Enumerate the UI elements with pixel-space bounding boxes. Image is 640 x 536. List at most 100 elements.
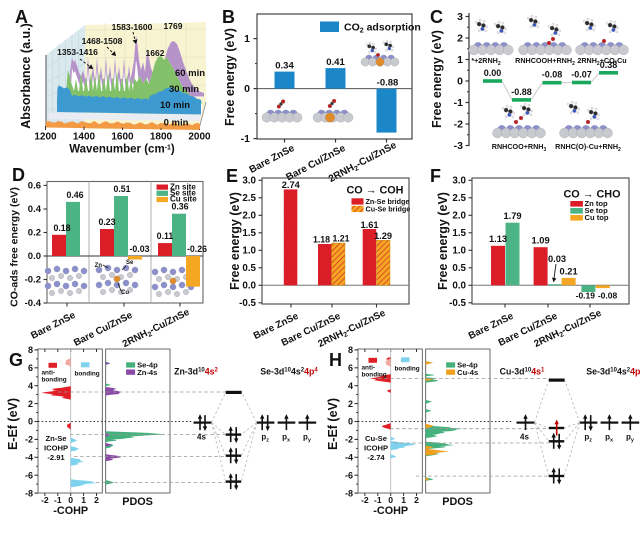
svg-text:Cu-4s: Cu-4s — [457, 368, 478, 377]
svg-text:ICOHP: ICOHP — [44, 444, 68, 453]
svg-text:G: G — [9, 350, 23, 370]
svg-text:2.5: 2.5 — [452, 193, 466, 204]
svg-text:0.00: 0.00 — [484, 68, 502, 78]
svg-text:-0.5: -0.5 — [239, 298, 256, 309]
svg-text:0.21: 0.21 — [560, 266, 578, 276]
svg-text:-0.08: -0.08 — [598, 291, 618, 301]
svg-text:-6: -6 — [345, 470, 353, 480]
svg-text:1.29: 1.29 — [374, 231, 392, 241]
svg-text:bonding: bonding — [42, 377, 67, 384]
svg-text:-0.88: -0.88 — [511, 87, 532, 97]
svg-text:Wavenumber (cm-1): Wavenumber (cm-1) — [69, 144, 175, 156]
svg-text:6: 6 — [28, 363, 33, 373]
svg-text:8: 8 — [348, 345, 353, 355]
svg-text:bonding: bonding — [75, 371, 100, 378]
svg-text:-1: -1 — [241, 133, 250, 145]
svg-text:2: 2 — [348, 399, 353, 409]
svg-text:2.5: 2.5 — [242, 193, 256, 204]
svg-text:-2.74: -2.74 — [367, 453, 385, 462]
svg-text:3.0: 3.0 — [452, 176, 466, 187]
svg-text:1583-1600: 1583-1600 — [112, 22, 153, 32]
svg-text:0.03: 0.03 — [548, 254, 566, 264]
svg-text:0.34: 0.34 — [275, 61, 294, 72]
svg-text:RNHCOOH+RNH2: RNHCOOH+RNH2 — [515, 56, 575, 67]
svg-text:3.0: 3.0 — [242, 176, 256, 187]
svg-text:-3: -3 — [454, 140, 463, 152]
svg-text:4: 4 — [348, 381, 353, 391]
svg-text:-4: -4 — [25, 453, 33, 463]
svg-text:-0.2: -0.2 — [25, 275, 41, 286]
svg-text:Cu-Se bridge: Cu-Se bridge — [366, 205, 411, 214]
svg-text:CO → COH: CO → COH — [347, 185, 404, 197]
svg-text:1353-1416: 1353-1416 — [57, 47, 98, 57]
svg-text:0.0: 0.0 — [242, 281, 256, 292]
svg-text:4s: 4s — [197, 433, 206, 442]
svg-text:CO2 adsorption: CO2 adsorption — [344, 22, 421, 35]
svg-text:10 min: 10 min — [160, 100, 190, 111]
svg-text:1600: 1600 — [111, 132, 134, 143]
svg-text:2.74: 2.74 — [282, 180, 301, 190]
svg-text:1.79: 1.79 — [503, 211, 521, 221]
svg-text:-0.19: -0.19 — [576, 291, 596, 301]
svg-text:1.13: 1.13 — [489, 234, 507, 244]
svg-text:Zn-3d104s2: Zn-3d104s2 — [174, 367, 218, 377]
svg-text:-0.07: -0.07 — [571, 70, 592, 80]
svg-text:-2: -2 — [361, 495, 369, 505]
svg-text:1.09: 1.09 — [532, 236, 550, 246]
svg-text:1800: 1800 — [150, 132, 173, 143]
svg-text:-6: -6 — [25, 470, 33, 480]
svg-text:-0.03: -0.03 — [129, 244, 149, 254]
svg-text:2: 2 — [94, 495, 99, 505]
svg-text:1400: 1400 — [73, 132, 96, 143]
svg-text:Zn: Zn — [95, 263, 103, 269]
svg-text:1468-1508: 1468-1508 — [82, 36, 123, 46]
svg-text:Free energy (eV): Free energy (eV) — [436, 192, 450, 290]
svg-text:0: 0 — [388, 495, 393, 505]
svg-text:0.46: 0.46 — [66, 190, 83, 200]
svg-text:-1: -1 — [374, 495, 382, 505]
svg-text:8: 8 — [28, 345, 33, 355]
svg-text:0: 0 — [68, 495, 73, 505]
svg-text:0: 0 — [457, 76, 463, 88]
svg-text:2: 2 — [457, 33, 463, 45]
svg-text:anti-: anti- — [362, 365, 376, 372]
svg-text:RNHCOO+RNH3: RNHCOO+RNH3 — [492, 142, 547, 153]
svg-text:4: 4 — [28, 381, 33, 391]
svg-text:0.2: 0.2 — [28, 228, 41, 239]
svg-text:-2.91: -2.91 — [47, 453, 65, 462]
svg-text:E: E — [226, 166, 238, 186]
svg-text:0: 0 — [28, 417, 33, 427]
svg-text:1.21: 1.21 — [332, 234, 349, 244]
svg-text:0.5: 0.5 — [452, 263, 466, 274]
svg-text:Cu-3d104s1: Cu-3d104s1 — [500, 367, 545, 377]
svg-text:-0.5: -0.5 — [449, 298, 466, 309]
svg-text:1: 1 — [81, 495, 86, 505]
svg-text:Zn-4s: Zn-4s — [137, 368, 157, 377]
svg-text:E-Ef (eV): E-Ef (eV) — [326, 398, 340, 450]
svg-text:PDOS: PDOS — [442, 496, 473, 508]
svg-text:2000: 2000 — [188, 132, 211, 143]
svg-text:30 min: 30 min — [169, 84, 199, 95]
svg-text:B: B — [222, 7, 235, 27]
svg-text:*+2RNH2: *+2RNH2 — [471, 56, 501, 67]
svg-text:1.18: 1.18 — [313, 235, 330, 245]
svg-text:-8: -8 — [25, 488, 33, 498]
svg-text:F: F — [430, 166, 441, 186]
svg-text:0.5: 0.5 — [242, 263, 256, 274]
svg-text:CO-ads free energy (eV): CO-ads free energy (eV) — [9, 187, 21, 307]
svg-text:1769: 1769 — [164, 21, 183, 31]
svg-text:0.6: 0.6 — [28, 181, 41, 192]
svg-text:0.0: 0.0 — [28, 251, 41, 262]
svg-text:C: C — [430, 7, 443, 27]
svg-text:1.0: 1.0 — [242, 246, 256, 257]
svg-text:0.18: 0.18 — [53, 223, 70, 233]
svg-text:Free energy (eV): Free energy (eV) — [228, 192, 242, 290]
svg-text:E-Ef (eV): E-Ef (eV) — [6, 398, 20, 450]
svg-text:Free energy (eV): Free energy (eV) — [223, 28, 237, 126]
svg-text:6: 6 — [348, 363, 353, 373]
svg-text:0.0: 0.0 — [452, 281, 466, 292]
svg-text:0.38: 0.38 — [600, 60, 618, 70]
svg-text:0.4: 0.4 — [28, 204, 42, 215]
svg-text:1.61: 1.61 — [360, 220, 378, 230]
svg-text:0 min: 0 min — [164, 118, 189, 129]
